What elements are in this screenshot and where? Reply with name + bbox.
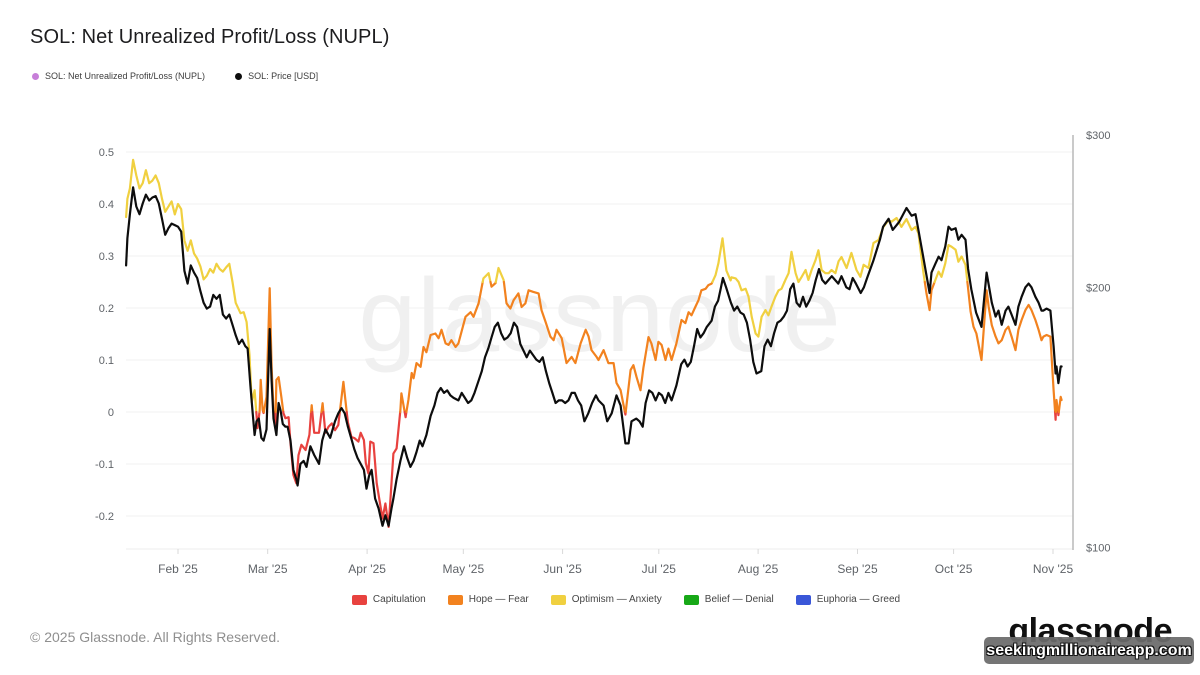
copyright-text: © 2025 Glassnode. All Rights Reserved. [30, 629, 281, 645]
y-axis-left-tick-label: 0.2 [99, 303, 114, 315]
zone-legend-label: Optimism — Anxiety [571, 594, 662, 605]
nupl-line-segment [1053, 410, 1058, 421]
belief-denial-swatch-icon [683, 594, 699, 605]
series-legend: SOL: Net Unrealized Profit/Loss (NUPL) S… [32, 71, 318, 81]
zone-legend-label: Belief — Denial [704, 594, 774, 605]
nupl-line-segment [399, 392, 406, 414]
x-axis-tick-label: Jul '25 [642, 562, 677, 576]
nupl-line-segment [966, 280, 1057, 414]
zone-legend-item-optimism-anxiety[interactable]: Optimism — Anxiety [550, 594, 662, 605]
zone-legend-label: Euphoria — Greed [816, 594, 901, 605]
zone-legend-label: Capitulation [372, 594, 426, 605]
watermark-badge-label: seekingmillionaireapp.com [986, 641, 1192, 659]
x-axis-tick-label: Oct '25 [935, 562, 973, 576]
series-legend-item-price[interactable]: SOL: Price [USD] [235, 71, 318, 81]
nupl-line-segment [274, 376, 285, 414]
x-axis-tick-label: Mar '25 [248, 562, 288, 576]
x-axis-tick-label: Feb '25 [158, 562, 198, 576]
nupl-line-segment [933, 244, 969, 284]
x-axis-tick-label: Jun '25 [543, 562, 582, 576]
y-axis-left-tick-label: 0 [108, 407, 114, 419]
y-axis-right-tick-label: $200 [1086, 282, 1110, 294]
nupl-line-segment [405, 280, 484, 414]
nupl-line-segment [711, 237, 786, 338]
zone-legend-item-belief-denial[interactable]: Belief — Denial [683, 594, 774, 605]
y-axis-left-tick-label: -0.1 [95, 459, 114, 471]
euphoria-greed-swatch-icon [795, 594, 811, 605]
zone-legend-item-capitulation[interactable]: Capitulation [351, 594, 426, 605]
optimism-anxiety-swatch-icon [550, 594, 566, 605]
y-axis-left-tick-label: 0.3 [99, 251, 114, 263]
price-legend-dot-icon [235, 72, 243, 80]
y-axis-left-tick-label: 0.1 [99, 355, 114, 367]
nupl-line-segment [345, 410, 402, 529]
nupl-line-segment [124, 158, 258, 414]
y-axis-left-tick-label: 0.4 [99, 199, 114, 211]
nupl-legend-dot-icon [32, 72, 39, 80]
x-axis-tick-label: Nov '25 [1033, 562, 1074, 576]
x-axis-tick-label: Aug '25 [738, 562, 779, 576]
x-axis-tick-label: Sep '25 [837, 562, 878, 576]
page-title: SOL: Net Unrealized Profit/Loss (NUPL) [30, 26, 390, 48]
nupl-line-segment [481, 272, 492, 284]
series-legend-item-nupl[interactable]: SOL: Net Unrealized Profit/Loss (NUPL) [32, 71, 205, 81]
nupl-line-segment [1054, 398, 1060, 414]
nupl-line-segment [320, 402, 325, 414]
nupl-line-segment [258, 378, 265, 414]
zone-legend-item-euphoria-greed[interactable]: Euphoria — Greed [795, 594, 901, 605]
nupl-line-segment [403, 410, 408, 419]
x-axis-tick-label: May '25 [442, 562, 484, 576]
nupl-line-segment [1057, 395, 1063, 414]
zone-legend: Capitulation Hope — Fear Optimism — Anxi… [0, 594, 1200, 605]
nupl-line-segment [923, 280, 936, 312]
y-axis-left-tick-label: -0.2 [95, 511, 114, 523]
nupl-line-segment [494, 266, 505, 284]
y-axis-right-tick-label: $300 [1086, 130, 1110, 142]
nupl-line-segment [310, 404, 314, 414]
nupl-line-segment [255, 410, 261, 430]
price-line [124, 186, 1063, 527]
y-axis-right-tick-label: $100 [1086, 543, 1110, 555]
x-axis-tick-label: Apr '25 [348, 562, 386, 576]
series-legend-label: SOL: Price [USD] [248, 71, 319, 81]
nupl-line-segment [311, 410, 323, 434]
zone-legend-item-hope-fear[interactable]: Hope — Fear [447, 594, 529, 605]
nupl-line-segment [282, 410, 313, 485]
y-axis-left-tick-label: 0.5 [99, 147, 114, 159]
nupl-line-segment [783, 216, 926, 284]
watermark-badge: seekingmillionaireapp.com [984, 637, 1194, 664]
nupl-line-segment [624, 280, 714, 414]
series-legend-label: SOL: Net Unrealized Profit/Loss (NUPL) [45, 71, 206, 81]
glassnode-watermark: glassnode [358, 258, 842, 374]
hope-fear-swatch-icon [447, 594, 463, 605]
capitulation-swatch-icon [351, 594, 367, 605]
zone-legend-label: Hope — Fear [468, 594, 529, 605]
nupl-line-segment [338, 380, 348, 414]
nupl-line-segment [502, 280, 627, 414]
